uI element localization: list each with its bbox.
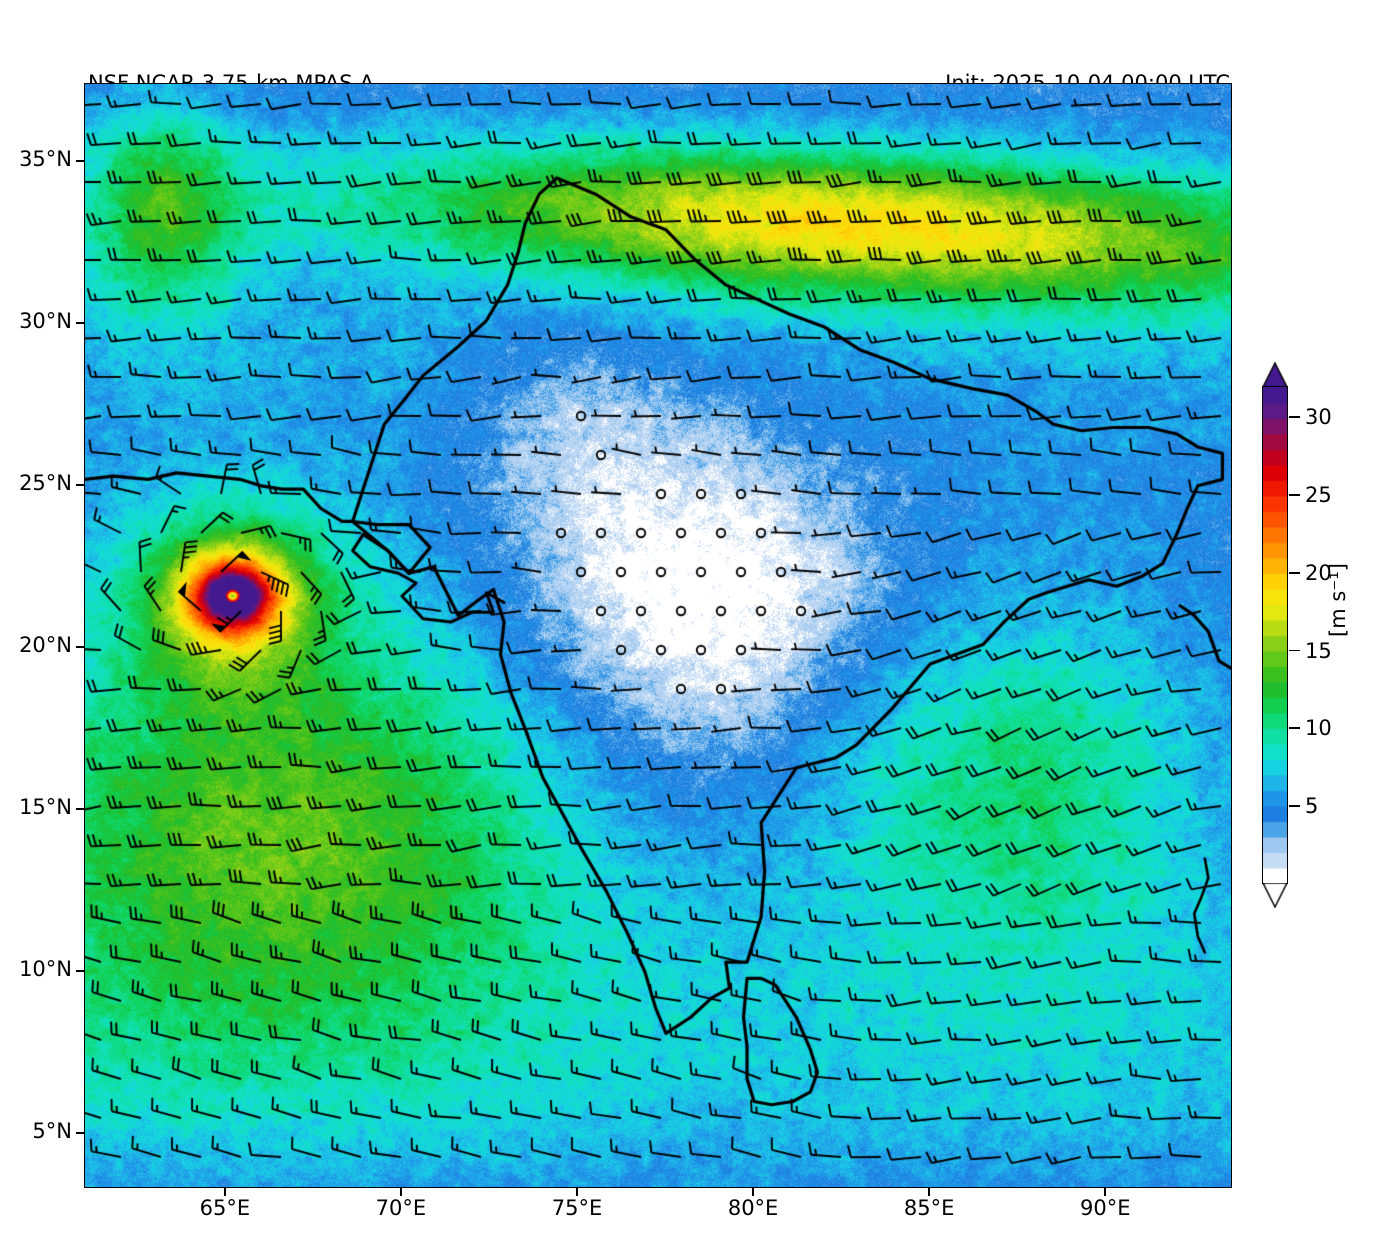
y-tick-mark (76, 646, 84, 648)
map-plot-area (84, 83, 1232, 1188)
y-tick-mark (76, 1132, 84, 1134)
y-tick-label: 10°N (19, 956, 72, 981)
y-tick-label: 15°N (19, 794, 72, 819)
x-tick-mark (224, 1188, 226, 1196)
y-tick-label: 5°N (32, 1118, 72, 1143)
colorbar-tick-label: 20 (1305, 560, 1332, 585)
colorbar-tick-mark (1289, 727, 1300, 730)
colorbar-tick-mark (1289, 805, 1300, 808)
y-tick-label: 25°N (19, 470, 72, 495)
x-tick-label: 80°E (727, 1196, 779, 1220)
colorbar-over-arrow (1262, 362, 1288, 387)
colorbar-gradient (1262, 386, 1288, 884)
y-tick-mark (76, 808, 84, 810)
colorbar-tick-mark (1289, 571, 1300, 574)
y-tick-label: 35°N (19, 146, 72, 171)
x-tick-label: 65°E (199, 1196, 251, 1220)
x-tick-label: 75°E (551, 1196, 603, 1220)
colorbar-axis-label: [m s⁻¹] (1326, 563, 1350, 637)
colorbar-tick-label: 10 (1305, 716, 1332, 741)
y-tick-label: 30°N (19, 308, 72, 333)
wind-speed-field (85, 84, 1231, 1187)
colorbar-tick-label: 15 (1305, 638, 1332, 663)
colorbar-tick-mark (1289, 494, 1300, 496)
y-tick-mark (76, 970, 84, 972)
y-tick-mark (76, 321, 84, 324)
x-tick-mark (1104, 1188, 1107, 1196)
y-tick-label: 20°N (19, 632, 72, 657)
x-tick-label: 85°E (903, 1196, 955, 1220)
x-tick-label: 70°E (375, 1196, 427, 1220)
x-tick-mark (928, 1188, 930, 1196)
colorbar-canvas (1263, 387, 1287, 883)
colorbar (1262, 362, 1288, 908)
y-tick-mark (76, 159, 84, 162)
colorbar-under-arrow (1262, 883, 1288, 908)
x-tick-mark (752, 1188, 754, 1196)
x-tick-mark (576, 1188, 578, 1196)
x-tick-mark (400, 1188, 402, 1196)
colorbar-tick-label: 5 (1305, 794, 1319, 819)
colorbar-tick-mark (1289, 649, 1300, 652)
colorbar-tick-label: 30 (1305, 405, 1332, 430)
y-tick-mark (76, 484, 84, 486)
x-tick-label: 90°E (1079, 1196, 1131, 1220)
colorbar-tick-mark (1289, 416, 1300, 419)
colorbar-tick-label: 25 (1305, 482, 1332, 507)
